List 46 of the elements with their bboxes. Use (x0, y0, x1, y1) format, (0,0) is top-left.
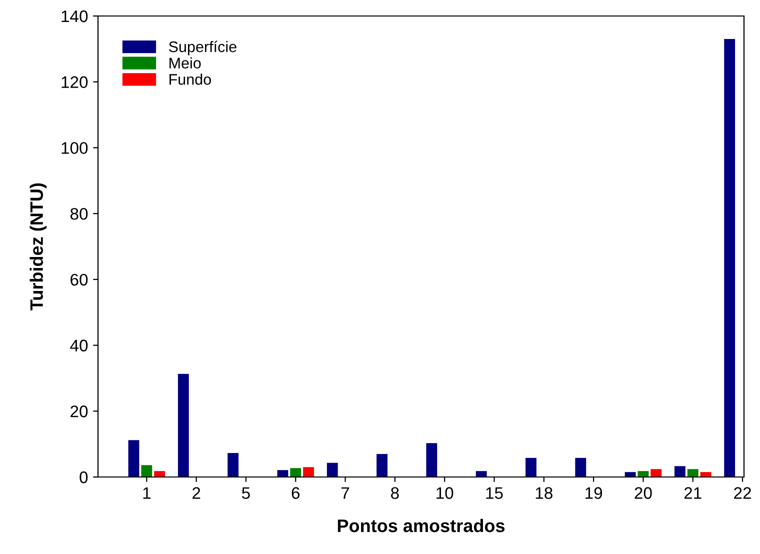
x-tick-label: 18 (536, 487, 552, 499)
bar (128, 440, 140, 477)
legend-label: Superfície (168, 40, 236, 56)
bar (638, 471, 649, 477)
legend-label: Fundo (170, 74, 211, 85)
bar (154, 471, 166, 477)
bar (376, 454, 388, 477)
x-tick-label: 2 (192, 487, 200, 499)
x-tick-label: 21 (684, 487, 702, 499)
x-tick-label: 10 (436, 487, 454, 499)
y-tick-label: 100 (62, 142, 88, 154)
bar (326, 462, 338, 477)
bar (141, 465, 152, 477)
bar (575, 458, 586, 477)
bar (178, 374, 189, 477)
bar (687, 469, 698, 477)
x-tick-label: 5 (242, 487, 250, 499)
y-tick-label: 140 (62, 10, 88, 22)
bar (526, 458, 536, 477)
x-tick-label: 1 (143, 487, 150, 499)
bar (290, 468, 302, 477)
y-tick-label: 60 (70, 274, 88, 286)
legend-label: Meio (170, 57, 201, 69)
bar (228, 452, 239, 477)
bar (674, 466, 686, 477)
y-tick-label: 120 (62, 76, 88, 88)
y-tick-label: 20 (70, 406, 88, 418)
bar (277, 470, 288, 477)
bar (303, 467, 314, 477)
bar (476, 471, 487, 477)
y-tick-label: 80 (70, 208, 88, 220)
x-tick-label: 22 (734, 487, 751, 499)
x-tick-label: 6 (292, 487, 300, 499)
x-axis-title: Pontos amostrados (338, 518, 505, 532)
x-tick-label: 8 (391, 487, 399, 499)
y-axis-title: Turbidez (NTU) (30, 183, 47, 310)
x-tick-label: 20 (634, 487, 652, 499)
bar (624, 472, 636, 477)
bar (650, 469, 662, 477)
bar (426, 443, 438, 477)
bar (724, 39, 736, 477)
x-tick-label: 7 (342, 487, 350, 499)
x-tick-label: 15 (486, 487, 503, 499)
y-tick-label: 0 (80, 471, 88, 484)
y-tick-label: 40 (70, 340, 88, 352)
x-tick-label: 19 (586, 487, 602, 499)
